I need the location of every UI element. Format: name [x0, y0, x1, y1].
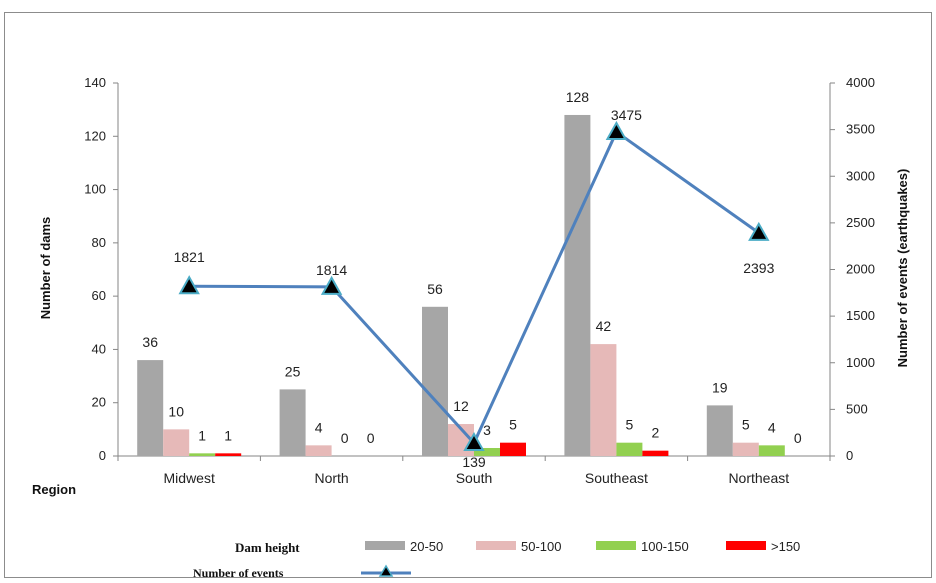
y2-tick-label: 3500 [846, 122, 875, 137]
legend-title: Dam height [235, 540, 300, 555]
events-value-label: 1814 [316, 262, 347, 278]
events-value-label: 2393 [743, 260, 774, 276]
bar-value-label: 0 [367, 430, 375, 446]
events-value-label: 3475 [611, 107, 642, 123]
events-line-path [189, 132, 759, 443]
bar-value-label: 1 [224, 427, 232, 443]
x-tick-label: South [456, 470, 493, 486]
legend-swatch [476, 541, 516, 550]
legend-line-marker [380, 566, 392, 576]
bar [590, 344, 616, 456]
events-marker [750, 224, 768, 240]
bar-value-label: 5 [509, 417, 517, 433]
y-axis-title: Number of dams [38, 217, 53, 320]
bar-value-label: 4 [768, 419, 776, 435]
bar [189, 453, 215, 456]
bar-value-label: 25 [285, 363, 301, 379]
y-tick-label: 40 [92, 341, 106, 356]
bar [137, 360, 163, 456]
bar-value-label: 42 [596, 318, 612, 334]
y2-tick-label: 2000 [846, 262, 875, 277]
bar-value-label: 1 [198, 427, 206, 443]
bar [616, 443, 642, 456]
x-tick-label: Midwest [164, 470, 215, 486]
legend-line-title: Number of events [193, 566, 284, 580]
y2-tick-label: 0 [846, 448, 853, 463]
bar-value-label: 3 [483, 422, 491, 438]
bar [215, 453, 241, 456]
events-line [180, 123, 768, 450]
bar-value-label: 0 [341, 430, 349, 446]
y2-tick-label: 3000 [846, 168, 875, 183]
legend-label: 20-50 [410, 539, 443, 554]
legend-swatch [726, 541, 766, 550]
y-tick-label: 20 [92, 395, 106, 410]
x-tick-label: Southeast [585, 470, 648, 486]
y-tick-label: 100 [84, 182, 106, 197]
bar [306, 445, 332, 456]
x-axis-title: Region [32, 482, 76, 497]
bar-value-label: 2 [652, 425, 660, 441]
bar [707, 405, 733, 456]
legend-swatch [596, 541, 636, 550]
y-tick-label: 80 [92, 235, 106, 250]
bar [280, 389, 306, 456]
y2-tick-label: 500 [846, 401, 868, 416]
x-tick-label: Northeast [728, 470, 789, 486]
y2-tick-label: 1000 [846, 355, 875, 370]
y2-tick-label: 1500 [846, 308, 875, 323]
bar [422, 307, 448, 456]
bar-value-label: 5 [626, 417, 634, 433]
legend: 20-50 50-100 100-150 >150 [361, 539, 800, 576]
bar [163, 429, 189, 456]
events-value-label: 1821 [174, 249, 205, 265]
bar-value-label: 0 [794, 430, 802, 446]
axes: 0204060801001201400500100015002000250030… [84, 75, 875, 486]
events-marker [607, 123, 625, 139]
bar [759, 445, 785, 456]
bar-value-label: 56 [427, 281, 443, 297]
bar-value-label: 128 [566, 89, 590, 105]
bar [500, 443, 526, 456]
bar-value-label: 5 [742, 417, 750, 433]
legend-label: 100-150 [641, 539, 689, 554]
bar-value-label: 19 [712, 379, 728, 395]
bar [564, 115, 590, 456]
y-tick-label: 140 [84, 75, 106, 90]
x-tick-label: North [314, 470, 348, 486]
y-tick-label: 120 [84, 128, 106, 143]
bar [733, 443, 759, 456]
y-tick-label: 60 [92, 288, 106, 303]
y-tick-label: 0 [99, 448, 106, 463]
legend-label: 50-100 [521, 539, 561, 554]
y2-axis-title: Number of events (earthquakes) [895, 169, 910, 368]
legend-swatch [365, 541, 405, 550]
events-value-label: 139 [462, 454, 486, 470]
bar-value-label: 4 [315, 419, 323, 435]
bar-value-label: 10 [168, 403, 184, 419]
y2-tick-label: 4000 [846, 75, 875, 90]
bar-value-label: 12 [453, 398, 469, 414]
legend-label: >150 [771, 539, 800, 554]
bar-value-label: 36 [142, 334, 158, 350]
bar [642, 451, 668, 456]
y2-tick-label: 2500 [846, 215, 875, 230]
